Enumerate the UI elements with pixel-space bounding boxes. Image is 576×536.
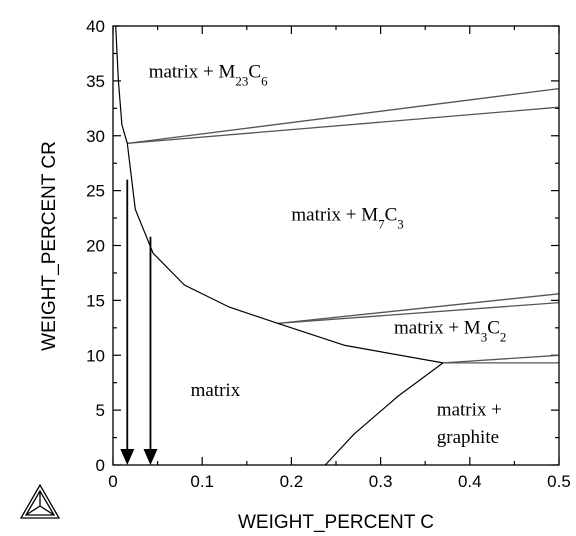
thermo-calc-triangle-icon	[19, 483, 61, 519]
y-tick-label: 40	[86, 17, 105, 36]
plot-frame	[112, 25, 560, 466]
y-tick-label: 15	[86, 291, 105, 310]
x-axis-title: WEIGHT_PERCENT C	[238, 512, 434, 533]
y-axis-title: WEIGHT_PERCENT CR	[39, 141, 60, 351]
y-tick-label: 20	[86, 237, 105, 256]
y-tick-label: 35	[86, 72, 105, 91]
region-label-matrix-m3c2: matrix + M3C2	[394, 317, 506, 344]
tielines	[127, 87, 560, 364]
x-tick-label: 0.4	[458, 472, 482, 491]
tieline	[127, 87, 560, 145]
x-tick-label: 0	[108, 472, 117, 491]
phase-boundaries	[115, 25, 444, 466]
tieline	[277, 301, 560, 325]
arrow-head	[120, 449, 135, 465]
y-tick-label: 30	[86, 127, 105, 146]
x-tick-label: 0.2	[280, 472, 304, 491]
region-label-matrix-m23c6: matrix + M23C6	[149, 62, 268, 89]
tieline	[442, 354, 560, 364]
region-label-matrix-graphite-line2: graphite	[437, 427, 499, 448]
phase-boundary-line	[324, 362, 444, 466]
x-tick-label: 0.3	[369, 472, 393, 491]
region-labels: matrix + M23C6 matrix + M7C3 matrix + M3…	[149, 62, 507, 449]
tieline	[277, 293, 560, 325]
y-tick-label: 25	[86, 182, 105, 201]
y-tick-label: 5	[96, 401, 105, 420]
y-tick-label: 10	[86, 346, 105, 365]
y-tick-label: 0	[96, 456, 105, 475]
x-tick-label: 0.5	[547, 472, 571, 491]
region-label-matrix: matrix	[191, 380, 241, 401]
tieline	[127, 106, 560, 145]
region-label-matrix-m7c3: matrix + M7C3	[291, 204, 403, 231]
phase-boundary-line	[115, 25, 444, 364]
arrows	[120, 179, 158, 465]
region-label-matrix-graphite-line1: matrix +	[437, 400, 502, 421]
x-tick-label: 0.1	[190, 472, 214, 491]
tick-labels: 0 0.1 0.2 0.3 0.4 0.5 0 5 10 15 20 25 30 35 40	[86, 17, 571, 491]
arrow-head	[143, 449, 158, 465]
